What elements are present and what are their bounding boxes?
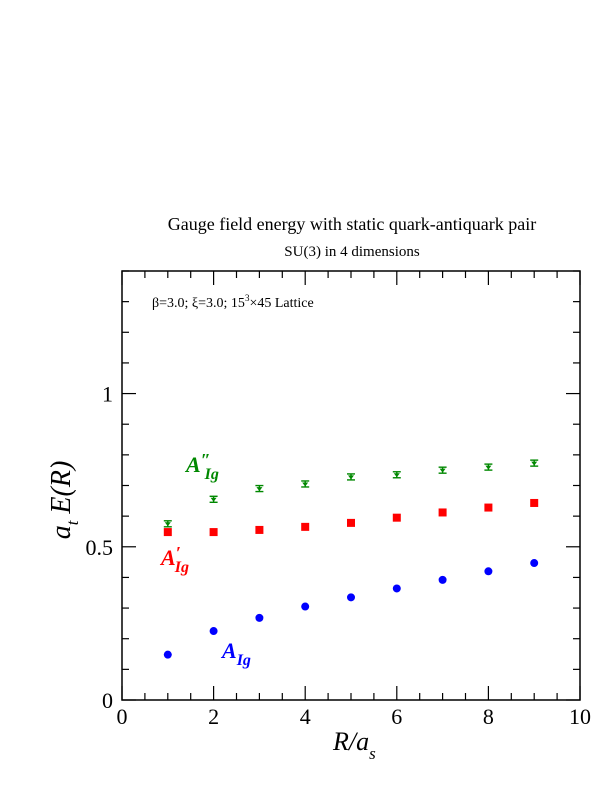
data-point [301,480,310,488]
series-label: A′ Ig [159,543,189,576]
x-tick-label: 4 [300,704,311,729]
y-tick-label: 0.5 [86,535,114,560]
data-point [301,602,310,611]
data-point [438,508,447,517]
data-point [209,528,218,537]
data-point [530,559,539,568]
y-tick-label: 0 [102,688,113,713]
x-tick-label: 0 [117,704,128,729]
data-point [255,525,264,534]
axis-ticks [121,270,581,701]
data-point [209,495,218,503]
data-point [438,575,447,584]
data-point [392,513,401,522]
chart-subtitle: SU(3) in 4 dimensions [284,244,420,260]
data-point [163,520,172,528]
data-point [484,503,493,512]
plot-frame [121,270,581,701]
y-axis-label: at E(R) [46,461,82,540]
series-labels: AIg A′ Ig A″ Ig [159,450,251,669]
data-point [163,650,172,659]
x-tick-label: 6 [391,704,402,729]
data-point [255,613,264,622]
x-tick-label: 10 [569,704,591,729]
y-tick-label: 1 [102,382,113,407]
data-point [209,627,218,636]
data-point [347,473,355,481]
data-point [392,471,401,479]
x-tick-label: 2 [208,704,219,729]
data-point [530,459,539,467]
data-points [163,459,539,659]
x-tick-label: 8 [483,704,494,729]
data-point [484,463,493,471]
data-point [392,584,401,593]
data-point [163,528,172,537]
data-point [255,484,264,493]
series-label: A″ Ig [184,450,219,483]
data-point [347,518,355,527]
data-point [438,466,447,474]
chart-title: Gauge field energy with static quark-ant… [168,214,537,234]
y-tick-labels: 00.51 [86,382,114,713]
lattice-annotation: β=3.0; ξ=3.0; 153×45 Lattice [152,293,314,311]
data-point [301,522,310,531]
data-point [347,593,355,602]
data-point [484,567,493,576]
x-tick-labels: 0 2 4 6 8 10 [117,704,592,729]
x-axis-label: R/as [332,727,376,763]
series-label: AIg [220,638,251,669]
data-point [530,498,539,507]
